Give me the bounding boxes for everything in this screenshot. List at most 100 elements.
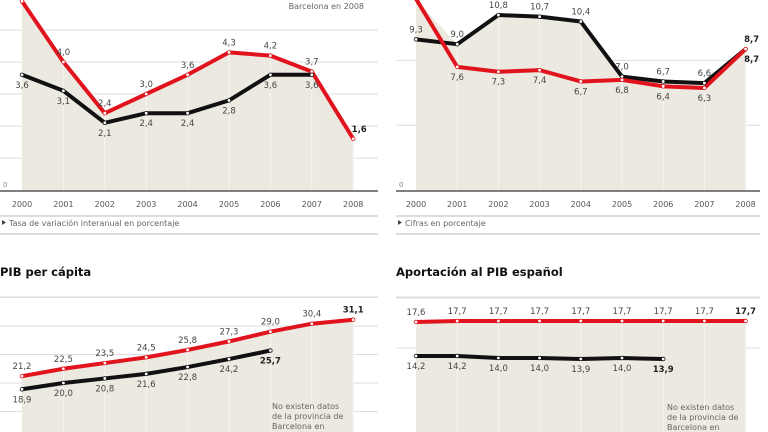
data-label: 18,9 bbox=[13, 395, 32, 405]
data-label: 6,3 bbox=[698, 94, 712, 104]
data-label: 6,7 bbox=[574, 87, 588, 97]
data-point bbox=[455, 318, 460, 324]
data-point bbox=[102, 360, 107, 366]
data-point bbox=[661, 84, 666, 89]
data-point bbox=[702, 80, 707, 86]
data-label: 17,7 bbox=[613, 307, 632, 317]
data-label: 8,7 bbox=[744, 35, 759, 45]
data-label: 20,8 bbox=[95, 384, 114, 394]
data-point bbox=[619, 355, 625, 361]
data-label: 14,2 bbox=[407, 362, 426, 372]
data-label: 17,7 bbox=[448, 307, 467, 317]
data-label: 25,8 bbox=[178, 336, 197, 346]
note-text: Barcelona en bbox=[272, 422, 324, 431]
data-label: 4,3 bbox=[222, 38, 236, 48]
data-label: 21,2 bbox=[13, 362, 32, 372]
data-point bbox=[268, 72, 273, 77]
data-label: 20,0 bbox=[54, 389, 73, 399]
data-label: 3,6 bbox=[305, 81, 319, 91]
data-label: 2,4 bbox=[98, 99, 112, 109]
data-point bbox=[702, 85, 707, 91]
data-label: 22,8 bbox=[178, 373, 197, 383]
data-label: 2,4 bbox=[181, 119, 195, 129]
data-label: 24,5 bbox=[137, 343, 156, 353]
data-label: 22,5 bbox=[54, 355, 73, 365]
data-point bbox=[578, 19, 583, 24]
x-tick-label: 2004 bbox=[571, 200, 591, 209]
data-label: 3,6 bbox=[264, 81, 278, 91]
x-tick-label: 2002 bbox=[95, 200, 115, 209]
data-label: 9,3 bbox=[409, 25, 423, 35]
data-label: 10,7 bbox=[530, 3, 549, 13]
note-text: No existen datos bbox=[272, 402, 339, 411]
data-label: 14,0 bbox=[530, 364, 549, 374]
data-point bbox=[578, 356, 583, 362]
data-point bbox=[537, 14, 542, 19]
data-label: 2,1 bbox=[98, 129, 112, 139]
data-point bbox=[455, 42, 460, 47]
data-point bbox=[413, 319, 419, 325]
data-label: 17,7 bbox=[530, 307, 549, 317]
data-point bbox=[496, 12, 501, 18]
data-label: 17,6 bbox=[407, 308, 426, 318]
data-point bbox=[268, 348, 273, 353]
data-label: 23,5 bbox=[95, 349, 114, 359]
data-point bbox=[61, 366, 66, 371]
data-label: 4,2 bbox=[264, 42, 278, 52]
x-tick-label: 2001 bbox=[53, 200, 73, 209]
data-label: 21,6 bbox=[137, 380, 156, 390]
data-point bbox=[309, 321, 314, 326]
data-point bbox=[185, 347, 190, 353]
data-point bbox=[226, 50, 232, 55]
data-label: 10,8 bbox=[489, 1, 508, 11]
data-point bbox=[496, 355, 501, 361]
footnote: Cifras en porcentaje bbox=[405, 219, 486, 228]
note-text: No existen datos bbox=[667, 403, 734, 412]
data-label: 31,1 bbox=[343, 306, 364, 316]
data-point bbox=[143, 91, 149, 97]
data-label: 3,6 bbox=[15, 81, 29, 91]
data-point bbox=[102, 110, 107, 116]
data-point bbox=[619, 318, 625, 324]
data-label: 14,2 bbox=[448, 362, 467, 372]
data-point bbox=[578, 318, 583, 324]
data-point bbox=[226, 339, 232, 344]
data-label: 14,0 bbox=[613, 364, 632, 374]
data-label: 7,4 bbox=[533, 76, 547, 86]
data-label: 25,7 bbox=[260, 357, 281, 367]
data-label: 1,6 bbox=[352, 125, 367, 135]
x-tick-label: 2000 bbox=[12, 200, 32, 209]
data-label: 6,6 bbox=[698, 69, 712, 79]
x-tick-label: 2003 bbox=[529, 200, 549, 209]
note-text: de la provincia de bbox=[667, 413, 738, 422]
data-point bbox=[351, 136, 356, 141]
data-label: 29,0 bbox=[261, 318, 280, 328]
data-point bbox=[661, 318, 666, 324]
data-label: 8,7 bbox=[744, 55, 759, 65]
data-point bbox=[537, 355, 542, 361]
data-point bbox=[743, 318, 748, 324]
data-label: 2,4 bbox=[139, 119, 153, 129]
data-point bbox=[537, 318, 542, 324]
x-tick-label: 2007 bbox=[302, 200, 322, 209]
x-tick-label: 2006 bbox=[653, 200, 673, 209]
data-point bbox=[619, 77, 625, 83]
data-label: 9,0 bbox=[450, 30, 464, 40]
data-point bbox=[268, 329, 273, 334]
data-point bbox=[61, 380, 66, 386]
data-label: 17,7 bbox=[735, 307, 756, 317]
data-point bbox=[226, 356, 232, 362]
data-point bbox=[19, 373, 25, 379]
note-text: de la provincia de bbox=[272, 412, 343, 421]
pib-per-capita-chart: PIB per cápita 21,2 22,5 23,5 24,5 25,8 27,3 29… bbox=[0, 265, 378, 432]
x-tick-label: 2008 bbox=[343, 200, 363, 209]
data-point bbox=[309, 72, 314, 77]
x-tick-label: 2002 bbox=[488, 200, 508, 209]
data-label: 24,2 bbox=[220, 365, 239, 375]
data-point bbox=[185, 364, 190, 370]
data-label: 17,7 bbox=[571, 307, 590, 317]
data-label: 17,7 bbox=[695, 307, 714, 317]
x-tick-label: 2005 bbox=[612, 200, 632, 209]
data-label: 10,4 bbox=[571, 8, 590, 18]
